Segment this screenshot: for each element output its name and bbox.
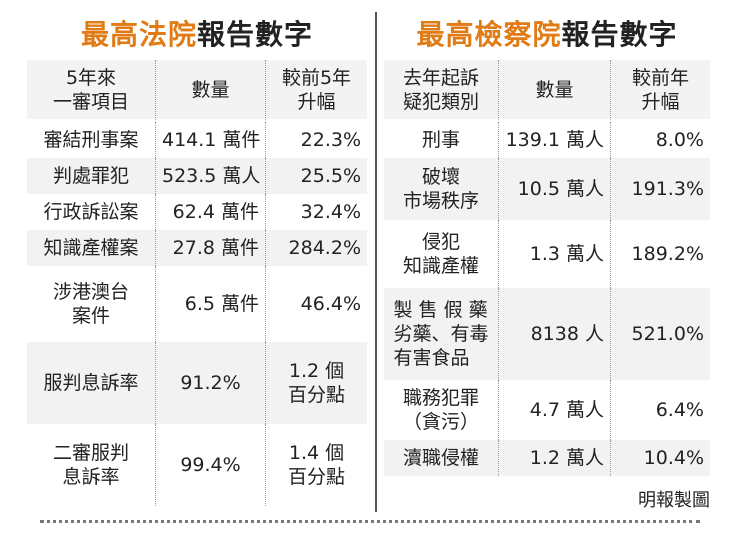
row-qty: 62.4 萬件 — [155, 194, 265, 230]
court-panel: 最高法院 報告數字 5年來 一審項目 數量 較前5年 升幅 審結刑事案 414.1… — [27, 6, 367, 506]
row-item: 知識產權案 — [27, 230, 155, 266]
table-row: 製 售 假 藥 劣藥、有毒 有害食品 8138 人 521.0% — [384, 288, 710, 380]
row-qty: 10.5 萬人 — [498, 158, 610, 220]
table-row: 職務犯罪 （貪污） 4.7 萬人 6.4% — [384, 380, 710, 440]
table-row: 侵犯 知識產權 1.3 萬人 189.2% — [384, 220, 710, 288]
row-qty: 1.3 萬人 — [498, 220, 610, 288]
table-row: 服判息訴率 91.2% 1.2 個 百分點 — [27, 342, 367, 424]
row-item: 刑事 — [384, 122, 498, 158]
row-item: 二審服判 息訴率 — [27, 424, 155, 506]
row-item: 判處罪犯 — [27, 158, 155, 194]
procuratorate-title-highlight: 最高檢察院 — [416, 18, 562, 51]
row-item: 職務犯罪 （貪污） — [384, 380, 498, 440]
row-item: 瀆職侵權 — [384, 440, 498, 476]
court-table: 5年來 一審項目 數量 較前5年 升幅 審結刑事案 414.1 萬件 22.3%… — [27, 60, 367, 506]
table-row: 刑事 139.1 萬人 8.0% — [384, 122, 710, 158]
procuratorate-panel: 最高檢察院 報告數字 去年起訴 疑犯類別 數量 較前年 升幅 刑事 139.1 萬… — [384, 6, 710, 476]
proc-header-qty: 數量 — [498, 60, 610, 122]
court-header-item: 5年來 一審項目 — [27, 60, 155, 122]
court-title: 最高法院 報告數字 — [27, 6, 367, 60]
row-qty: 99.4% — [155, 424, 265, 506]
row-item: 侵犯 知識產權 — [384, 220, 498, 288]
procuratorate-title: 最高檢察院 報告數字 — [384, 6, 710, 60]
table-row: 破壞 市場秩序 10.5 萬人 191.3% — [384, 158, 710, 220]
panel-divider — [375, 12, 377, 512]
row-qty: 6.5 萬件 — [155, 266, 265, 342]
row-change: 521.0% — [610, 288, 710, 380]
row-change: 1.2 個 百分點 — [265, 342, 367, 424]
table-row: 審結刑事案 414.1 萬件 22.3% — [27, 122, 367, 158]
court-title-highlight: 最高法院 — [80, 18, 197, 51]
row-change: 6.4% — [610, 380, 710, 440]
row-item: 審結刑事案 — [27, 122, 155, 158]
row-qty: 4.7 萬人 — [498, 380, 610, 440]
row-qty: 139.1 萬人 — [498, 122, 610, 158]
row-item: 服判息訴率 — [27, 342, 155, 424]
procuratorate-title-rest: 報告數字 — [561, 18, 678, 51]
table-row: 瀆職侵權 1.2 萬人 10.4% — [384, 440, 710, 476]
row-change: 8.0% — [610, 122, 710, 158]
row-qty: 1.2 萬人 — [498, 440, 610, 476]
court-header-qty: 數量 — [155, 60, 265, 122]
proc-header-change: 較前年 升幅 — [610, 60, 710, 122]
row-change: 25.5% — [265, 158, 367, 194]
row-qty: 27.8 萬件 — [155, 230, 265, 266]
row-change: 189.2% — [610, 220, 710, 288]
procuratorate-table: 去年起訴 疑犯類別 數量 較前年 升幅 刑事 139.1 萬人 8.0% 破壞 … — [384, 60, 710, 476]
row-item: 涉港澳台 案件 — [27, 266, 155, 342]
table-row: 涉港澳台 案件 6.5 萬件 46.4% — [27, 266, 367, 342]
row-change: 284.2% — [265, 230, 367, 266]
row-qty: 523.5 萬人 — [155, 158, 265, 194]
row-change: 22.3% — [265, 122, 367, 158]
row-qty: 8138 人 — [498, 288, 610, 380]
row-item: 行政訴訟案 — [27, 194, 155, 230]
court-header-change: 較前5年 升幅 — [265, 60, 367, 122]
row-change: 32.4% — [265, 194, 367, 230]
proc-header-item: 去年起訴 疑犯類別 — [384, 60, 498, 122]
row-change: 10.4% — [610, 440, 710, 476]
row-qty: 414.1 萬件 — [155, 122, 265, 158]
table-row: 二審服判 息訴率 99.4% 1.4 個 百分點 — [27, 424, 367, 506]
credit-label: 明報製圖 — [638, 490, 710, 511]
row-change: 1.4 個 百分點 — [265, 424, 367, 506]
bottom-divider — [40, 520, 700, 523]
row-item: 製 售 假 藥 劣藥、有毒 有害食品 — [384, 288, 498, 380]
table-row: 知識產權案 27.8 萬件 284.2% — [27, 230, 367, 266]
row-change: 46.4% — [265, 266, 367, 342]
row-change: 191.3% — [610, 158, 710, 220]
table-row: 行政訴訟案 62.4 萬件 32.4% — [27, 194, 367, 230]
row-item: 破壞 市場秩序 — [384, 158, 498, 220]
table-row: 判處罪犯 523.5 萬人 25.5% — [27, 158, 367, 194]
row-qty: 91.2% — [155, 342, 265, 424]
court-title-rest: 報告數字 — [197, 18, 314, 51]
